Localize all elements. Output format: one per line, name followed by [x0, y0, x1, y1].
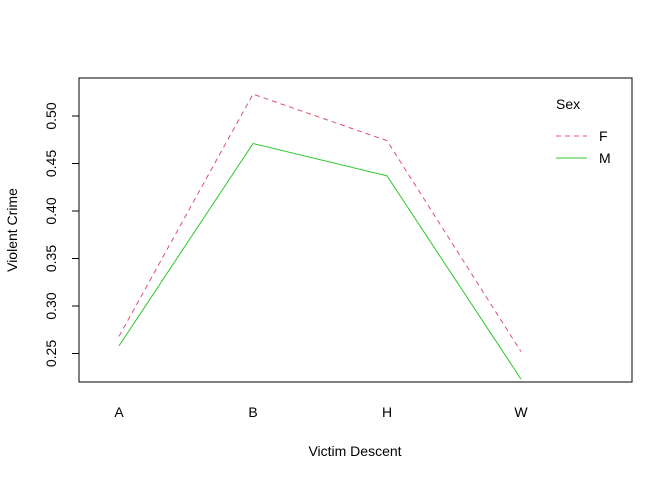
- y-axis: 0.25 0.30 0.35 0.40 0.45 0.50: [43, 102, 80, 367]
- series-layer: [118, 93, 522, 380]
- y-tick-label: 0.35: [43, 245, 59, 272]
- y-tick-label: 0.50: [43, 102, 59, 129]
- x-tick-label: W: [514, 404, 528, 420]
- y-tick-label: 0.30: [43, 292, 59, 319]
- x-tick-label: B: [248, 404, 257, 420]
- x-axis-title: Victim Descent: [308, 443, 401, 459]
- legend-label-m: M: [599, 150, 611, 166]
- plot-frame: [78, 77, 633, 383]
- y-tick-label: 0.40: [43, 197, 59, 224]
- x-tick-label: H: [382, 404, 392, 420]
- y-tick-label: 0.25: [43, 340, 59, 367]
- legend-title: Sex: [556, 96, 580, 112]
- series-line-m: [118, 142, 522, 380]
- y-axis-title: Violent Crime: [4, 188, 20, 272]
- series-line-f: [118, 93, 522, 352]
- x-tick-label: A: [114, 404, 124, 420]
- y-tick-label: 0.45: [43, 150, 59, 177]
- legend-label-f: F: [599, 128, 608, 144]
- legend: Sex FM: [556, 96, 611, 166]
